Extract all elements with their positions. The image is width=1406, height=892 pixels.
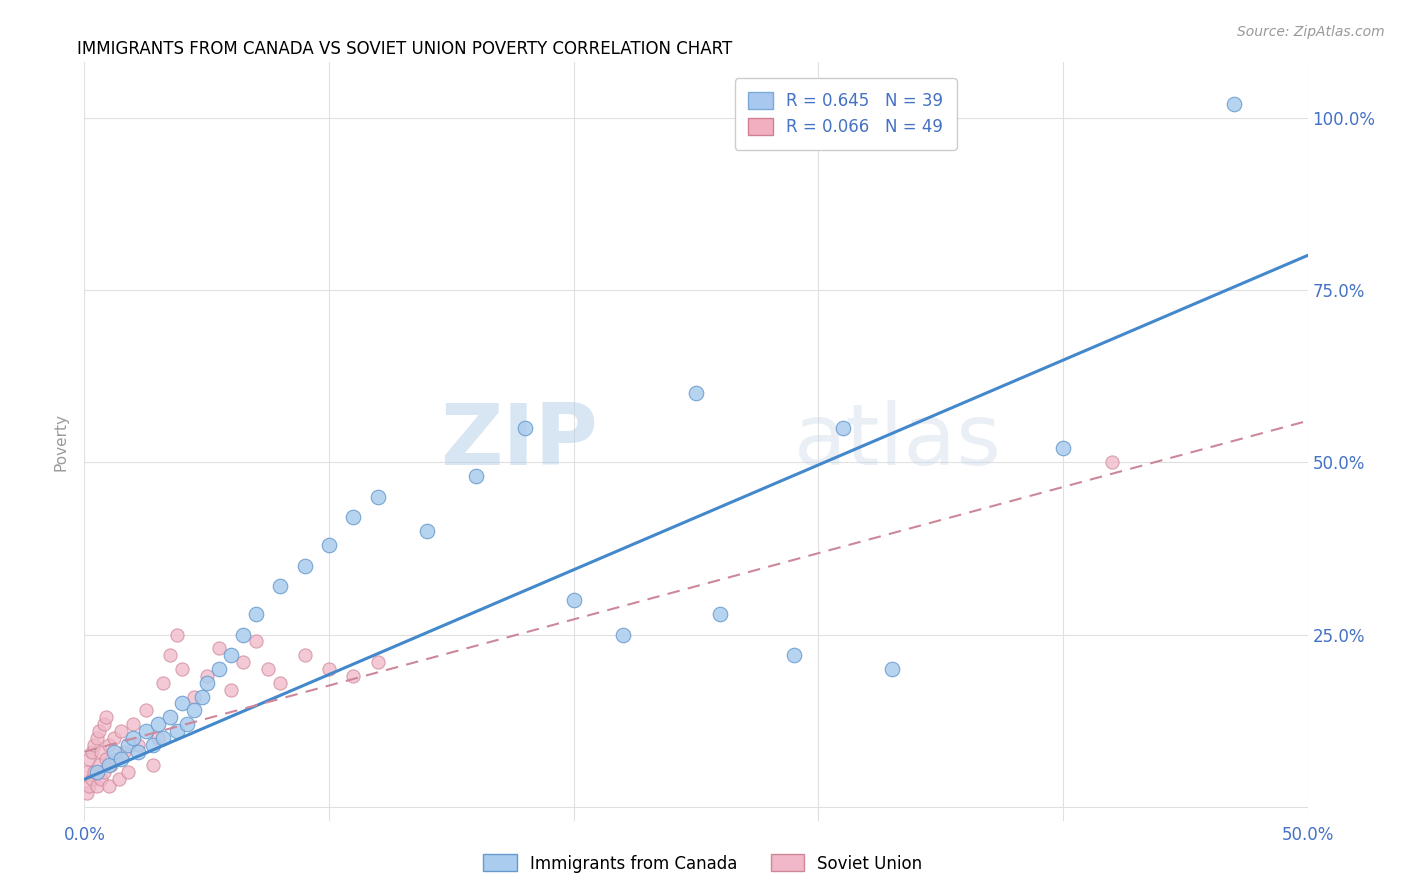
Point xyxy=(117,738,139,752)
Point xyxy=(86,765,108,780)
Point xyxy=(294,648,316,663)
Point xyxy=(159,648,181,663)
Point xyxy=(208,662,231,676)
Point xyxy=(318,662,340,676)
Point xyxy=(93,717,115,731)
Point xyxy=(83,765,105,780)
Point xyxy=(232,655,254,669)
Point xyxy=(110,724,132,739)
Point xyxy=(166,724,188,739)
Point xyxy=(96,751,118,765)
Point xyxy=(208,641,231,656)
Point xyxy=(342,510,364,524)
Text: IMMIGRANTS FROM CANADA VS SOVIET UNION POVERTY CORRELATION CHART: IMMIGRANTS FROM CANADA VS SOVIET UNION P… xyxy=(77,40,733,58)
Point xyxy=(172,662,194,676)
Point xyxy=(318,538,340,552)
Point xyxy=(83,738,105,752)
Point xyxy=(103,731,125,745)
Point xyxy=(122,717,145,731)
Point xyxy=(127,738,149,752)
Point xyxy=(90,745,112,759)
Point xyxy=(367,490,389,504)
Point xyxy=(152,675,174,690)
Point xyxy=(183,703,205,717)
Point xyxy=(152,731,174,745)
Point xyxy=(219,682,242,697)
Point xyxy=(342,669,364,683)
Text: Source: ZipAtlas.com: Source: ZipAtlas.com xyxy=(1237,25,1385,39)
Text: atlas: atlas xyxy=(794,400,1002,483)
Point xyxy=(97,779,120,793)
Point xyxy=(1101,455,1123,469)
Point xyxy=(96,710,118,724)
Point xyxy=(87,758,110,772)
Point xyxy=(80,745,103,759)
Point xyxy=(87,724,110,739)
Point xyxy=(122,731,145,745)
Point xyxy=(86,779,108,793)
Point xyxy=(294,558,316,573)
Y-axis label: Poverty: Poverty xyxy=(53,412,69,471)
Text: ZIP: ZIP xyxy=(440,400,598,483)
Point xyxy=(245,634,267,648)
Point xyxy=(110,751,132,765)
Legend: R = 0.645   N = 39, R = 0.066   N = 49: R = 0.645 N = 39, R = 0.066 N = 49 xyxy=(735,78,956,150)
Point xyxy=(562,593,585,607)
Point xyxy=(112,745,135,759)
Point xyxy=(245,607,267,621)
Point xyxy=(100,758,122,772)
Point xyxy=(142,758,165,772)
Point xyxy=(97,758,120,772)
Point xyxy=(105,751,128,765)
Point xyxy=(176,717,198,731)
Point xyxy=(464,469,486,483)
Point xyxy=(269,675,291,690)
Point xyxy=(86,731,108,745)
Point xyxy=(219,648,242,663)
Point xyxy=(166,627,188,641)
Point xyxy=(685,386,707,401)
Point xyxy=(416,524,439,538)
Point xyxy=(257,662,280,676)
Point xyxy=(93,765,115,780)
Point xyxy=(159,710,181,724)
Point xyxy=(172,697,194,711)
Point xyxy=(146,731,169,745)
Point xyxy=(76,786,98,800)
Point xyxy=(195,669,218,683)
Point xyxy=(1223,96,1246,111)
Point xyxy=(107,772,129,787)
Point xyxy=(513,421,536,435)
Point xyxy=(880,662,903,676)
Point xyxy=(232,627,254,641)
Point xyxy=(127,745,149,759)
Point xyxy=(191,690,214,704)
Point xyxy=(1052,442,1074,456)
Point xyxy=(135,703,157,717)
Point xyxy=(367,655,389,669)
Point xyxy=(117,765,139,780)
Point xyxy=(103,745,125,759)
Point xyxy=(77,751,100,765)
Point xyxy=(76,765,98,780)
Point xyxy=(831,421,853,435)
Point xyxy=(783,648,806,663)
Point xyxy=(97,738,120,752)
Point xyxy=(146,717,169,731)
Point xyxy=(90,772,112,787)
Point xyxy=(195,675,218,690)
Point xyxy=(612,627,634,641)
Point xyxy=(142,738,165,752)
Point xyxy=(135,724,157,739)
Point xyxy=(709,607,731,621)
Point xyxy=(269,579,291,593)
Point xyxy=(77,779,100,793)
Legend: Immigrants from Canada, Soviet Union: Immigrants from Canada, Soviet Union xyxy=(477,847,929,880)
Point xyxy=(183,690,205,704)
Point xyxy=(80,772,103,787)
